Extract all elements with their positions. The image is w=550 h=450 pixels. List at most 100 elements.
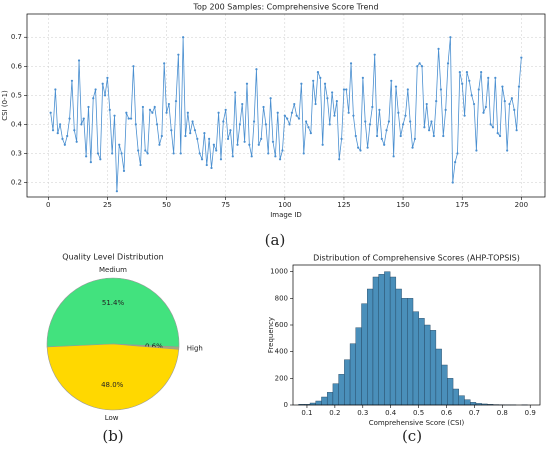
point bbox=[92, 97, 95, 100]
bar bbox=[344, 359, 351, 406]
point bbox=[271, 140, 275, 143]
x-tick-label: 0.6 bbox=[441, 409, 453, 417]
point bbox=[120, 152, 123, 155]
point bbox=[94, 88, 97, 91]
point bbox=[442, 134, 445, 138]
point bbox=[309, 131, 312, 135]
y-tick-label: 0 bbox=[284, 401, 288, 409]
point bbox=[125, 111, 128, 114]
point bbox=[328, 123, 331, 126]
y-tick-label: 800 bbox=[275, 294, 288, 302]
panel-label: (a) bbox=[265, 231, 286, 249]
point bbox=[475, 149, 478, 152]
point bbox=[361, 76, 364, 80]
point bbox=[312, 79, 315, 82]
bar bbox=[355, 327, 362, 406]
line bbox=[50, 37, 522, 192]
x-tick-label: 175 bbox=[456, 201, 469, 209]
y-tick-label: 0.3 bbox=[11, 149, 22, 157]
point bbox=[494, 76, 497, 80]
point bbox=[229, 129, 232, 132]
point bbox=[200, 158, 204, 161]
point bbox=[129, 117, 133, 120]
point bbox=[319, 76, 322, 80]
point bbox=[205, 163, 208, 167]
bar bbox=[332, 383, 339, 406]
panel-label: (c) bbox=[402, 427, 422, 445]
y-tick-label: 0.6 bbox=[11, 62, 23, 70]
point bbox=[357, 146, 360, 149]
point bbox=[354, 134, 357, 138]
slice-value-label: 51.4% bbox=[102, 299, 125, 307]
point bbox=[484, 105, 487, 109]
point bbox=[423, 126, 426, 129]
plot-frame bbox=[292, 264, 541, 406]
point bbox=[406, 88, 409, 91]
x-tick-label: 0 bbox=[46, 201, 50, 209]
bar bbox=[470, 402, 477, 406]
bar bbox=[447, 378, 454, 406]
x-tick-label: 0.4 bbox=[385, 409, 397, 417]
point bbox=[193, 129, 197, 132]
point bbox=[508, 102, 511, 106]
pie-slice bbox=[46, 343, 180, 411]
x-tick-label: 125 bbox=[337, 201, 350, 209]
point bbox=[151, 111, 154, 114]
slice-label: Medium bbox=[99, 266, 127, 274]
point bbox=[245, 82, 249, 85]
plot-frame bbox=[26, 13, 546, 198]
point bbox=[487, 76, 490, 80]
point bbox=[85, 155, 88, 158]
point bbox=[510, 97, 513, 100]
point bbox=[297, 117, 301, 120]
slice-label: Low bbox=[105, 414, 119, 422]
point bbox=[468, 79, 471, 82]
point bbox=[454, 161, 457, 164]
x-tick-label: 0.9 bbox=[525, 409, 536, 417]
point bbox=[144, 149, 147, 152]
point bbox=[148, 108, 152, 111]
point bbox=[111, 152, 114, 155]
chart-title: Distribution of Comprehensive Scores (AH… bbox=[313, 254, 520, 263]
point bbox=[458, 70, 461, 74]
point bbox=[435, 100, 438, 103]
point bbox=[368, 123, 372, 126]
point bbox=[198, 152, 201, 155]
x-tick-label: 0.1 bbox=[301, 409, 312, 417]
point bbox=[99, 158, 102, 161]
bar bbox=[395, 288, 402, 406]
x-tick-label: 75 bbox=[221, 201, 230, 209]
point bbox=[314, 102, 317, 106]
point bbox=[352, 114, 355, 117]
point bbox=[345, 88, 348, 91]
point bbox=[513, 108, 516, 111]
x-tick-label: 0.7 bbox=[469, 409, 480, 417]
point bbox=[281, 149, 284, 152]
bar bbox=[401, 298, 408, 406]
point bbox=[416, 65, 419, 68]
point bbox=[222, 120, 225, 123]
point bbox=[498, 134, 502, 138]
point bbox=[208, 137, 211, 141]
point bbox=[141, 105, 144, 109]
point bbox=[430, 120, 433, 123]
bar bbox=[384, 271, 391, 406]
point bbox=[340, 137, 343, 141]
bar bbox=[418, 318, 425, 406]
point bbox=[127, 117, 130, 120]
bar bbox=[458, 395, 465, 406]
point bbox=[463, 114, 466, 117]
point bbox=[307, 126, 310, 129]
panel-label: (b) bbox=[102, 427, 123, 445]
point bbox=[66, 134, 69, 138]
point bbox=[461, 82, 464, 85]
point bbox=[366, 146, 369, 149]
point bbox=[252, 120, 256, 123]
bar bbox=[361, 303, 368, 406]
point bbox=[231, 155, 234, 158]
point bbox=[241, 102, 244, 106]
point bbox=[316, 70, 320, 74]
point bbox=[274, 155, 277, 158]
point bbox=[212, 143, 215, 146]
point bbox=[118, 143, 121, 146]
